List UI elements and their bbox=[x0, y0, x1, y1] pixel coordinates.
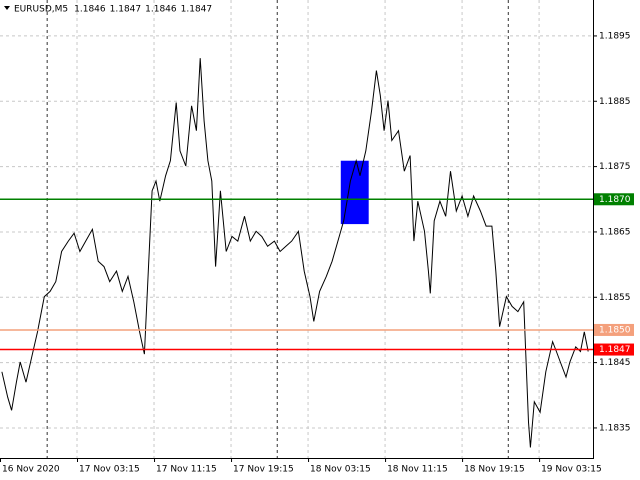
y-tick-label: 1.1895 bbox=[599, 31, 631, 41]
level-label: 1.1850 bbox=[599, 325, 631, 335]
level-label-box bbox=[594, 193, 634, 206]
y-tick-label: 1.1885 bbox=[599, 97, 631, 107]
y-tick-label: 1.1865 bbox=[599, 227, 631, 237]
ohlc-value: 1.1847 bbox=[181, 5, 213, 15]
chart-title: EURUSD,M5 bbox=[14, 5, 68, 15]
level-label-box bbox=[594, 323, 634, 336]
x-tick-label: 17 Nov 03:15 bbox=[79, 465, 140, 475]
x-tick-label: 18 Nov 11:15 bbox=[387, 465, 448, 475]
x-tick-label: 17 Nov 19:15 bbox=[233, 465, 294, 475]
y-tick-label: 1.1855 bbox=[599, 293, 631, 303]
y-tick-label: 1.1875 bbox=[599, 162, 631, 172]
box bbox=[340, 160, 369, 225]
x-tick-label: 17 Nov 11:15 bbox=[156, 465, 217, 475]
x-tick-label: 18 Nov 19:15 bbox=[464, 465, 525, 475]
ohlc-value: 1.1847 bbox=[110, 5, 142, 15]
price-line bbox=[1, 58, 589, 448]
level-label: 1.1847 bbox=[599, 345, 631, 355]
level-label-box bbox=[594, 343, 634, 356]
x-tick-label: 18 Nov 03:15 bbox=[310, 465, 371, 475]
x-tick-label: 19 Nov 03:15 bbox=[541, 465, 602, 475]
menu-triangle[interactable] bbox=[4, 6, 10, 10]
y-tick-label: 1.1845 bbox=[599, 358, 631, 368]
x-tick-label: 16 Nov 2020 bbox=[2, 465, 60, 475]
level-label: 1.1870 bbox=[599, 195, 631, 205]
ohlc-value: 1.1846 bbox=[74, 5, 106, 15]
ohlc-value: 1.1846 bbox=[145, 5, 177, 15]
y-tick-label: 1.1835 bbox=[599, 423, 631, 433]
